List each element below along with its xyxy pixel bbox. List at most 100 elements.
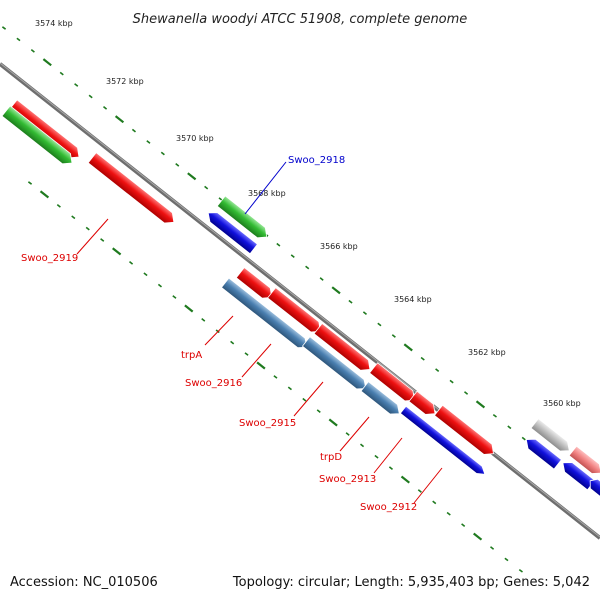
minor-tick (345, 432, 350, 436)
minor-tick (102, 105, 108, 110)
gene-features (1, 99, 600, 499)
gene-label-swoo-2913[interactable]: Swoo_2913 (319, 474, 376, 485)
major-tick (475, 400, 486, 409)
gene-rev-a[interactable] (523, 435, 562, 470)
major-tick (331, 286, 341, 295)
minor-tick (244, 352, 249, 356)
accession-text: Accession: NC_010506 (10, 575, 158, 590)
minor-tick (128, 260, 134, 265)
gene-swoo-2916[interactable] (220, 277, 310, 352)
minor-tick (302, 397, 307, 402)
minor-tick (492, 413, 497, 418)
kbp-labels: 3574 kbp 3572 kbp 3570 kbp 3568 kbp 3566… (35, 19, 581, 408)
minor-tick (374, 454, 379, 459)
minor-tick (305, 265, 310, 270)
minor-tick (27, 181, 33, 185)
minor-tick (30, 48, 35, 53)
minor-tick (518, 568, 523, 573)
gene-swoo-2914[interactable] (360, 381, 403, 419)
kbp-label: 3574 kbp (35, 19, 73, 28)
gene-label-trpD[interactable]: trpD (320, 452, 342, 463)
major-tick (114, 115, 125, 124)
kbp-label: 3566 kbp (320, 242, 358, 251)
minor-tick (504, 557, 509, 562)
minor-tick (100, 238, 105, 242)
gene-label-trpA[interactable]: trpA (181, 350, 202, 361)
minor-tick (290, 254, 295, 259)
gene-trna[interactable] (530, 418, 573, 456)
leader-swoo-2919 (76, 218, 109, 255)
genome-backbone (0, 62, 600, 540)
gene-swoo-2921[interactable] (1, 105, 76, 168)
leader-lines (76, 161, 443, 504)
minor-tick (377, 322, 382, 327)
gene-label-swoo-2912[interactable]: Swoo_2912 (360, 502, 417, 513)
minor-tick (319, 277, 324, 281)
minor-tick (464, 391, 469, 395)
minor-tick (201, 317, 206, 322)
gene-labels: Swoo_2918 Swoo_2919 trpA Swoo_2916 Swoo_… (21, 155, 417, 513)
kbp-label: 3568 kbp (248, 189, 286, 198)
gene-label-swoo-2919[interactable]: Swoo_2919 (21, 253, 78, 264)
minor-tick (521, 436, 526, 441)
gene-swoo-2920[interactable] (8, 99, 83, 162)
genome-summary-text: Topology: circular; Length: 5,935,403 bp… (232, 575, 590, 590)
minor-tick (131, 128, 137, 133)
minor-tick (157, 283, 163, 288)
major-tick (473, 532, 483, 541)
minor-tick (276, 242, 281, 247)
major-tick (403, 343, 413, 352)
gene-swoo-2917[interactable] (205, 208, 259, 255)
minor-tick (88, 94, 93, 99)
kbp-label: 3570 kbp (176, 134, 214, 143)
minor-tick (432, 500, 437, 505)
leader-swoo-2915 (293, 381, 324, 417)
minor-tick (490, 546, 495, 550)
gene-trpE[interactable] (408, 390, 439, 419)
minor-tick (172, 295, 177, 299)
major-tick (328, 418, 338, 427)
minor-tick (218, 197, 223, 201)
gene-pseudo[interactable] (568, 445, 600, 478)
minor-tick (273, 375, 278, 379)
minor-tick (230, 340, 235, 345)
map-title: Shewanella woodyi ATCC 51908, complete g… (133, 12, 468, 27)
minor-tick (59, 71, 64, 76)
minor-tick (507, 425, 512, 430)
kbp-label: 3564 kbp (394, 295, 432, 304)
minor-tick (143, 272, 148, 277)
gene-trpC[interactable] (313, 322, 374, 374)
gene-label-swoo-2915[interactable]: Swoo_2915 (239, 418, 296, 429)
minor-tick (316, 409, 321, 414)
major-tick (42, 58, 52, 67)
minor-tick (420, 356, 425, 361)
minor-tick (175, 162, 180, 167)
leader-swoo-2913 (373, 437, 403, 474)
minor-tick (362, 311, 368, 316)
gene-swoo-2913[interactable] (433, 404, 498, 459)
leader-swoo-2916 (241, 343, 272, 378)
leader-swoo-2918 (244, 161, 287, 215)
leader-trpA (204, 315, 234, 346)
minor-tick (359, 443, 365, 448)
minor-tick (1, 26, 7, 30)
leader-trpD (339, 416, 370, 452)
gene-swoo-2919[interactable] (87, 152, 178, 228)
minor-tick (74, 83, 79, 87)
gene-swoo-2912[interactable] (399, 405, 487, 478)
kbp-label: 3562 kbp (468, 348, 506, 357)
gene-label-swoo-2918[interactable]: Swoo_2918 (288, 155, 345, 166)
leader-swoo-2912 (413, 467, 443, 504)
kbp-label: 3572 kbp (106, 77, 144, 86)
minor-tick (461, 523, 466, 528)
minor-tick (160, 151, 165, 156)
gene-label-swoo-2916[interactable]: Swoo_2916 (185, 378, 242, 389)
gene-swoo-2918[interactable] (216, 195, 271, 242)
major-tick (256, 361, 266, 370)
gene-trpA-arrow[interactable] (235, 266, 275, 303)
major-tick (112, 247, 122, 256)
kbp-label: 3560 kbp (543, 399, 581, 408)
minor-tick (56, 203, 61, 208)
gene-swoo-2915[interactable] (301, 336, 369, 394)
major-tick (187, 172, 197, 181)
